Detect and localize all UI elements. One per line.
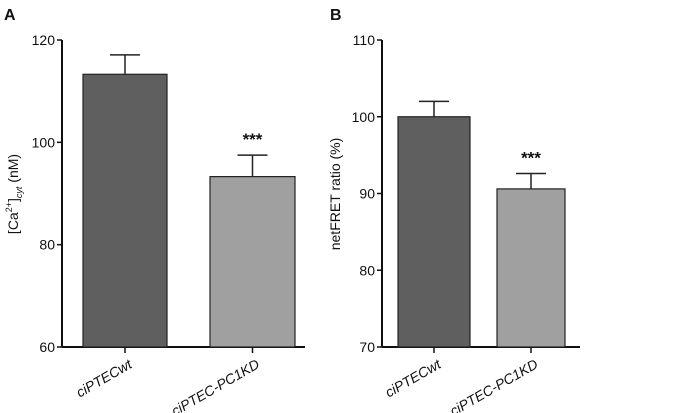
- y-axis-label-b: netFRET ratio (%): [327, 138, 343, 251]
- y-tick-label: 80: [359, 262, 375, 278]
- y-tick-label: 120: [32, 32, 56, 48]
- y-axis-label-a: [Ca2+]cyt (nM): [4, 154, 24, 234]
- y-tick-label: 100: [32, 134, 56, 150]
- significance-label: ***: [243, 130, 263, 149]
- y-tick-label: 80: [39, 237, 55, 253]
- panel-label-a: A: [4, 7, 16, 24]
- y-tick-label: 60: [39, 339, 55, 355]
- y-tick-label: 100: [352, 109, 376, 125]
- x-tick-label: ciPTECwt: [73, 355, 135, 400]
- bar-ciPTECwt: [82, 73, 168, 348]
- significance-label: ***: [521, 149, 541, 168]
- x-tick-label: ciPTECwt: [382, 355, 444, 400]
- x-tick-label: ciPTEC-PC1KD: [168, 356, 262, 413]
- x-tick-label: ciPTEC-PC1KD: [447, 356, 541, 413]
- panel-label-b: B: [330, 7, 342, 24]
- bar-ciPTECwt: [397, 116, 471, 348]
- y-tick-label: 70: [359, 339, 375, 355]
- y-tick-label: 110: [353, 32, 376, 48]
- bar-ciPTEC-PC1KD: [209, 176, 296, 348]
- bar-ciPTEC-PC1KD: [496, 188, 566, 348]
- y-tick-label: 90: [359, 186, 375, 202]
